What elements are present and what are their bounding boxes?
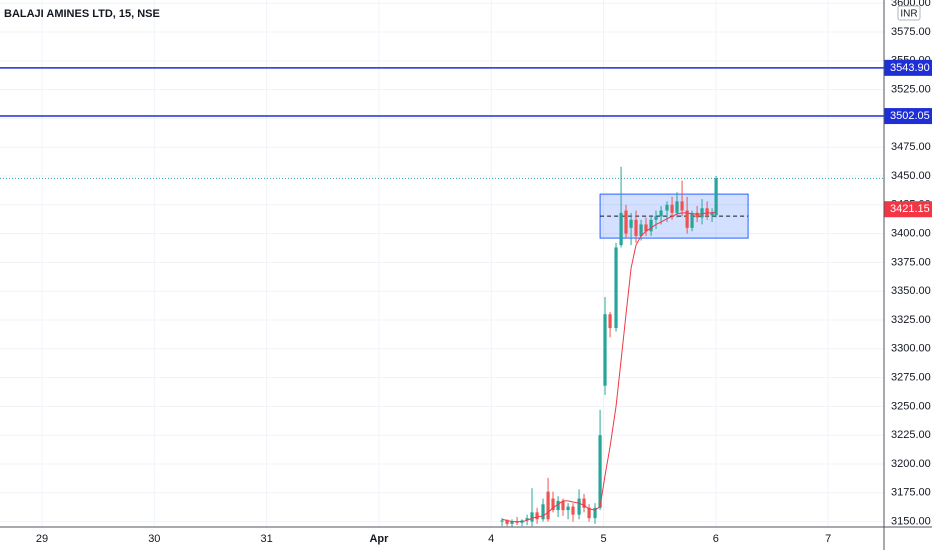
y-tick-label: 3450.00 [891, 170, 931, 182]
y-tick-label: 3150.00 [891, 515, 931, 527]
candle-body [541, 504, 545, 520]
candle-body [505, 520, 509, 524]
candle-body [710, 212, 714, 216]
candle-body [649, 219, 653, 232]
candle-body [705, 208, 709, 216]
x-tick-label: 4 [488, 533, 494, 545]
y-tick-label: 3400.00 [891, 228, 931, 240]
candle-body [593, 507, 597, 519]
candle-body [675, 201, 679, 213]
candle-body [634, 219, 638, 236]
y-tick-label: 3525.00 [891, 84, 931, 96]
x-tick-label: 6 [713, 533, 719, 545]
y-tick-label: 3475.00 [891, 141, 931, 153]
price-axis [884, 0, 932, 550]
candle-body [659, 210, 663, 217]
candle-body [582, 498, 586, 508]
candle-body [700, 208, 704, 218]
moving-average [501, 211, 717, 523]
y-tick-label: 3300.00 [891, 343, 931, 355]
y-tick-label: 3325.00 [891, 314, 931, 326]
x-tick-label: 5 [600, 533, 606, 545]
y-tick-label: 3175.00 [891, 487, 931, 499]
candle-body [510, 521, 514, 524]
candle-body [639, 224, 643, 236]
candle-body [556, 500, 560, 511]
candle-body [690, 212, 694, 228]
candle-body [551, 498, 555, 511]
x-tick-label: Apr [369, 533, 389, 545]
candle-body [619, 212, 623, 246]
candle-body [603, 314, 607, 386]
candle-body [665, 204, 669, 211]
candle-body [577, 498, 581, 515]
grid [0, 0, 884, 527]
candle-body [670, 204, 674, 213]
candle-body [680, 201, 684, 211]
price-badge [884, 201, 932, 218]
candle-body [714, 178, 718, 216]
candle-body [530, 512, 534, 522]
x-tick-label: 29 [36, 533, 48, 545]
price-badge-label: 3421.15 [890, 203, 930, 215]
candle-body [608, 314, 612, 329]
level-label: 3502.05 [890, 110, 930, 122]
y-tick-label: 3375.00 [891, 256, 931, 268]
candle-body [535, 512, 539, 520]
candle-body [515, 521, 519, 523]
candle-body [546, 491, 550, 520]
level-badge [884, 59, 932, 76]
y-tick-label: 3250.00 [891, 400, 931, 412]
currency-box [897, 5, 921, 21]
y-tick-label: 3600.00 [891, 0, 931, 9]
candle-body [644, 224, 648, 232]
candle-body [629, 219, 633, 228]
x-tick-label: 31 [261, 533, 273, 545]
candle-body [654, 216, 658, 220]
y-tick-label: 3275.00 [891, 372, 931, 384]
candle-body [614, 247, 618, 329]
y-tick-label: 3575.00 [891, 26, 931, 38]
candle-body [566, 506, 570, 511]
candle-body [598, 435, 602, 508]
y-tick-label: 3350.00 [891, 285, 931, 297]
candle-body [525, 518, 529, 521]
candle-body [624, 210, 628, 234]
axes: 3150.00 3175.00 3200.00 3225.00 3250.00 3275.… [36, 0, 932, 545]
level-label: 3543.90 [890, 62, 930, 74]
candle-body [500, 520, 504, 522]
candle-body [571, 506, 575, 515]
currency: INR [900, 9, 917, 20]
x-tick-label: 30 [148, 533, 160, 545]
candle-body [695, 212, 699, 218]
candle-body [587, 507, 591, 519]
x-tick-label: 7 [825, 533, 831, 545]
y-tick-label: 3225.00 [891, 429, 931, 441]
plot-area [0, 67, 884, 527]
candle-body [685, 210, 689, 228]
level-badge [884, 108, 932, 125]
candle-body [561, 500, 565, 511]
chart-title: BALAJI AMINES LTD, 15, NSE [4, 8, 160, 20]
y-tick-label: 3200.00 [891, 458, 931, 470]
